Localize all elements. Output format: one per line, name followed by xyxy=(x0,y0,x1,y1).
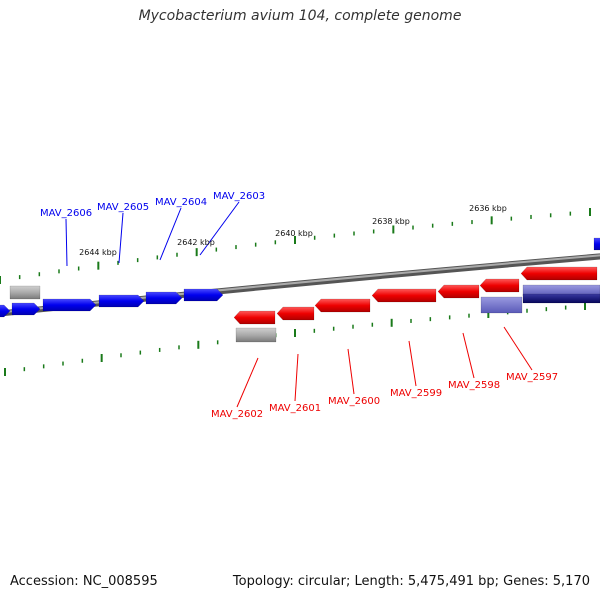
gene-label: MAV_2606 xyxy=(40,208,92,219)
gene-label: MAV_2600 xyxy=(328,396,380,407)
rna-feature-light xyxy=(480,296,523,314)
pseudogene-block xyxy=(235,327,277,343)
genome-summary-text: Topology: circular; Length: 5,475,491 bp… xyxy=(232,574,590,589)
ruler-label: 2638 kbp xyxy=(372,217,410,226)
ruler-label: 2644 kbp xyxy=(79,248,117,257)
gene-arrow-plus xyxy=(98,294,145,308)
gene-arrow-minus xyxy=(371,288,437,303)
gene-leader-line xyxy=(462,332,475,379)
gene-leader-line xyxy=(199,201,240,256)
gene-arrow-plus xyxy=(42,298,97,312)
gene-label: MAV_2602 xyxy=(211,409,263,420)
gene-arrow-plus xyxy=(593,237,600,251)
gene-leader-line xyxy=(294,353,299,402)
gene-label: MAV_2601 xyxy=(269,403,321,414)
gene-leader-line xyxy=(118,212,124,264)
gene-arrow-minus xyxy=(233,310,276,325)
gene-arrow-minus xyxy=(314,298,371,313)
pseudogene-block xyxy=(9,285,41,300)
gene-label: MAV_2604 xyxy=(155,197,207,208)
gene-label: MAV_2597 xyxy=(506,372,558,383)
genome-title: Mycobacterium avium 104, complete genome xyxy=(138,8,462,24)
gene-leader-line xyxy=(503,326,533,371)
gene-arrow-minus xyxy=(437,284,480,299)
gene-arrow-plus xyxy=(11,302,41,316)
gene-label: MAV_2603 xyxy=(213,191,265,202)
gene-arrow-plus xyxy=(145,291,183,305)
gene-arrow-minus xyxy=(479,278,520,293)
gene-leader-line xyxy=(236,357,259,408)
gene-label: MAV_2598 xyxy=(448,380,500,391)
gene-arrow-minus xyxy=(520,266,598,281)
gene-arrow-plus xyxy=(183,288,224,302)
gene-leader-line xyxy=(159,207,182,261)
ruler-label: 2642 kbp xyxy=(177,238,215,247)
gene-leader-line xyxy=(65,218,68,267)
ruler-label: 2636 kbp xyxy=(469,204,507,213)
gene-leader-line xyxy=(408,340,417,387)
gene-arrow-minus xyxy=(276,306,315,321)
gene-label: MAV_2599 xyxy=(390,388,442,399)
gene-arrow-plus xyxy=(0,304,11,318)
rna-feature-light xyxy=(522,284,600,297)
ruler-label: 2640 kbp xyxy=(275,229,313,238)
gene-leader-line xyxy=(347,348,355,395)
rna-feature-dark xyxy=(522,293,600,304)
accession-text: Accession: NC_008595 xyxy=(10,574,158,589)
gene-label: MAV_2605 xyxy=(97,202,149,213)
